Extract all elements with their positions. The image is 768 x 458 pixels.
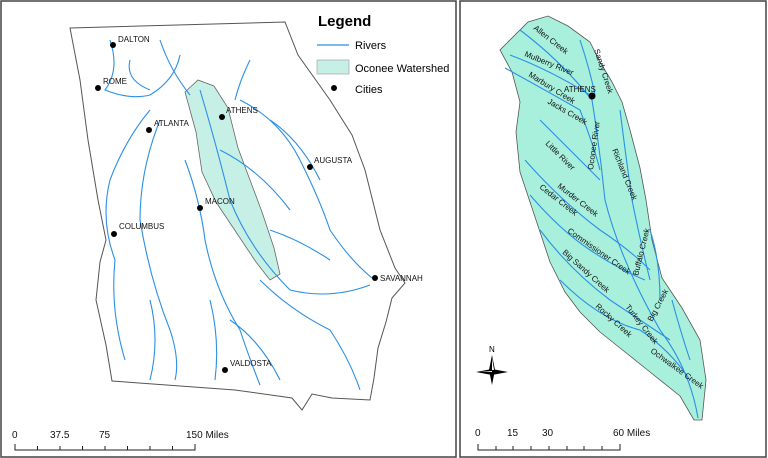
scale-tick-0: 0 [12, 430, 18, 441]
watershed-city-dot-athens [588, 92, 596, 100]
scale-tick-75: 75 [99, 430, 111, 441]
north-label: N [489, 345, 495, 354]
oconee-watershed-area [184, 79, 281, 281]
city-dot-columbus [111, 231, 117, 237]
city-dot-dalton [110, 42, 116, 48]
city-label-atlanta: ATLANTA [154, 119, 189, 128]
city-label-valdosta: VALDOSTA [230, 359, 272, 368]
scale-tick-0: 0 [475, 428, 481, 439]
watershed-city-label-athens: ATHENS [564, 85, 596, 94]
legend-title: Legend [318, 13, 371, 30]
north-arrow-icon: N [476, 345, 508, 385]
state-rivers [104, 39, 373, 391]
legend-cities-label: Cities [355, 84, 383, 96]
city-label-macon: MACON [205, 197, 235, 206]
city-dot-valdosta [222, 367, 228, 373]
legend: Legend Rivers Oconee Watershed Cities [316, 13, 449, 96]
city-dot-atlanta [146, 127, 152, 133]
city-label-rome: ROME [103, 77, 127, 86]
city-label-savannah: SAVANNAH [380, 274, 423, 283]
scale-tick-60: 60 Miles [613, 428, 650, 439]
watershed-area [499, 15, 707, 421]
legend-cities-symbol [331, 85, 337, 91]
city-dot-augusta [307, 164, 313, 170]
city-dot-savannah [372, 275, 378, 281]
legend-watershed-label: Oconee Watershed [355, 63, 449, 75]
city-label-dalton: DALTON [118, 35, 150, 44]
watershed-streams [504, 29, 699, 419]
state-scale-bar: 0 37.5 75 150 Miles [12, 430, 229, 451]
city-label-augusta: AUGUSTA [314, 156, 353, 165]
city-markers: DALTON ROME ATLANTA ATHENS AUGUSTA MACON… [95, 35, 423, 373]
scale-tick-30: 30 [542, 428, 554, 439]
city-dot-athens [219, 114, 225, 120]
scale-tick-15: 15 [507, 428, 519, 439]
city-dot-macon [197, 205, 203, 211]
scale-tick-150: 150 Miles [186, 430, 229, 441]
city-dot-rome [95, 85, 101, 91]
legend-rivers-label: Rivers [355, 40, 387, 52]
city-label-athens: ATHENS [226, 106, 258, 115]
city-label-columbus: COLUMBUS [119, 222, 164, 231]
legend-watershed-symbol [316, 59, 350, 75]
scale-tick-37-5: 37.5 [50, 430, 70, 441]
watershed-scale-bar: 0 15 30 60 Miles [475, 428, 650, 451]
